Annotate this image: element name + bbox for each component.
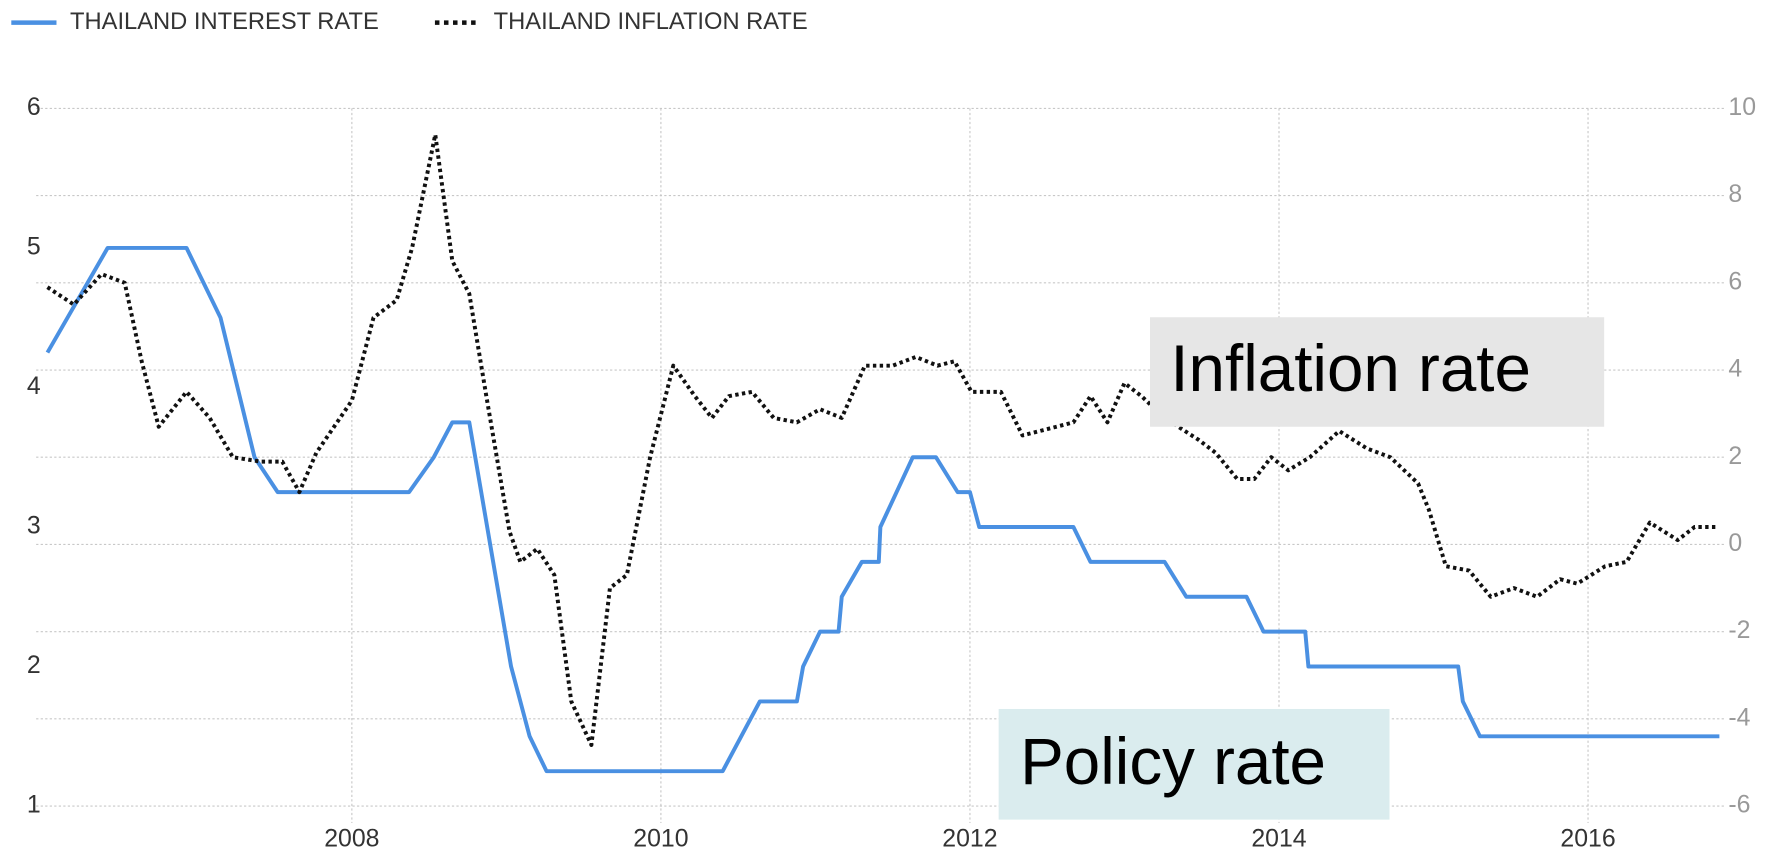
y2-tick-label: 6 <box>1728 268 1742 295</box>
legend: THAILAND INTEREST RATE THAILAND INFLATION… <box>11 9 808 35</box>
y2-tick-label: -6 <box>1728 792 1750 819</box>
y2-tick-label: 4 <box>1728 356 1742 383</box>
annotation: Policy rate <box>1020 725 1326 798</box>
series-line <box>45 245 1720 774</box>
y2-tick-label: 10 <box>1728 94 1756 121</box>
y2-tick-label: -4 <box>1728 704 1750 731</box>
y2-tick-label: 0 <box>1728 530 1742 557</box>
y-tick-label: 5 <box>27 233 41 260</box>
y-tick-label: 4 <box>27 373 41 400</box>
y2-tick-label: 2 <box>1728 443 1742 470</box>
x-tick-label: 2012 <box>942 826 997 853</box>
legend-label: THAILAND INTEREST RATE <box>70 9 379 35</box>
series-line <box>46 132 1718 747</box>
y2-tick-label: -2 <box>1728 617 1750 644</box>
legend-label: THAILAND INFLATION RATE <box>494 9 808 35</box>
annotation-box <box>998 708 1390 820</box>
y-tick-label: 6 <box>27 94 41 121</box>
x-tick-label: 2014 <box>1251 826 1306 853</box>
annotation-box <box>1150 317 1605 427</box>
annotation: Inflation rate <box>1170 332 1531 405</box>
y-tick-label: 1 <box>27 792 41 819</box>
y-tick-label: 2 <box>27 652 41 679</box>
annotations: Inflation rate Policy rate <box>998 317 1605 820</box>
grid <box>36 107 1726 824</box>
y-tick-label: 3 <box>27 513 41 540</box>
y2-tick-label: 8 <box>1728 181 1742 208</box>
plot-lines <box>45 132 1720 774</box>
x-tick-label: 2016 <box>1560 826 1615 853</box>
x-tick-label: 2010 <box>633 826 688 853</box>
x-tick-label: 2008 <box>324 826 379 853</box>
